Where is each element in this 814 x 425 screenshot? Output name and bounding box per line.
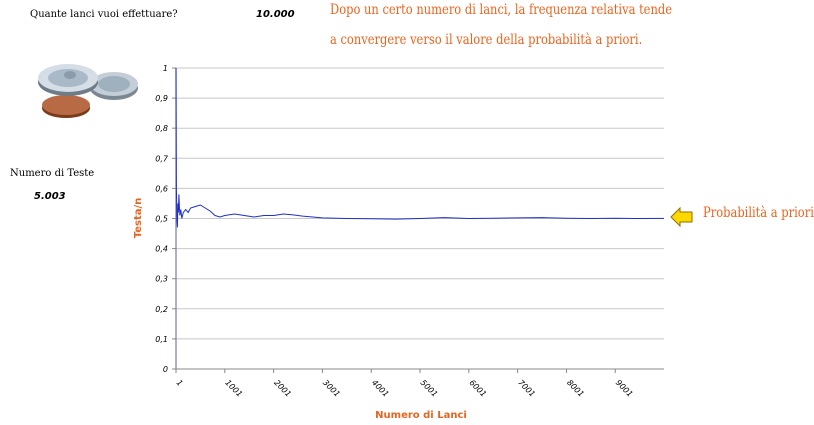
x-tick-label: 6001 [467,378,488,399]
y-tick-label: 0,5 [155,215,168,224]
x-tick-label: 4001 [370,378,391,399]
y-tick-label: 0 [163,365,168,374]
left-arrow-icon [670,206,694,232]
x-axis-label: Numero di Lanci [375,410,467,421]
y-tick-label: 0,7 [155,154,169,163]
x-tick-label: 8001 [565,378,586,399]
x-tick-label: 5001 [419,378,440,399]
launches-count-value[interactable]: 10.000 [256,9,295,20]
x-tick-label: 7001 [516,378,537,399]
y-tick-label: 0,9 [155,94,168,103]
y-tick-label: 0,3 [155,275,168,284]
x-tick-label: 1001 [223,378,244,399]
prior-probability-label: Probabilità a priori [703,205,814,221]
frequency-series-line [175,67,665,228]
x-tick-label: 1 [175,378,185,388]
x-tick-label: 3001 [321,378,342,399]
heads-count-value: 5.003 [34,191,66,202]
launches-question-label: Quante lanci vuoi effettuare? [30,9,178,20]
y-tick-label: 0,1 [155,335,168,344]
x-tick-label: 9001 [614,378,635,399]
headline-line-2: a convergere verso il valore della proba… [330,32,643,48]
y-tick-label: 0,2 [155,305,168,314]
y-tick-label: 0,8 [155,124,168,133]
y-tick-label: 1 [163,64,168,73]
headline-line-1: Dopo un certo numero di lanci, la freque… [330,2,673,18]
y-tick-label: 0,6 [155,184,168,193]
y-axis-label: Testa/n [133,198,144,239]
x-tick-label: 2001 [272,378,293,399]
heads-count-label: Numero di Teste [10,168,95,179]
y-tick-label: 0,4 [155,245,168,254]
coins-icon [36,62,146,124]
